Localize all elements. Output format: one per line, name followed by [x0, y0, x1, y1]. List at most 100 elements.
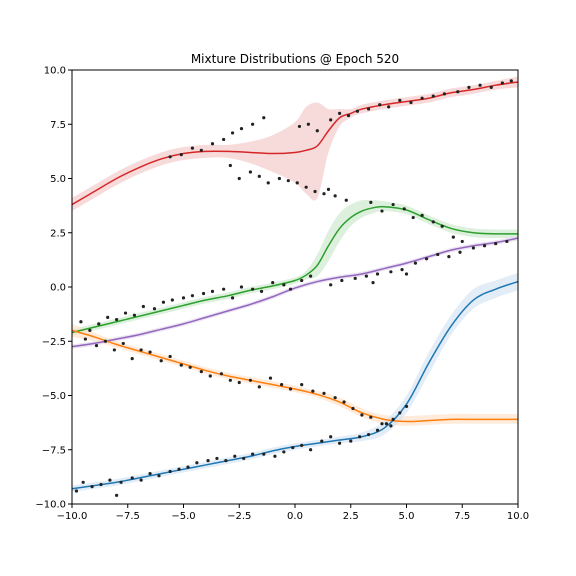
- scatter-point: [210, 289, 215, 293]
- scatter-point: [268, 376, 273, 380]
- scatter-point: [306, 122, 310, 126]
- scatter-point: [458, 250, 462, 254]
- scatter-point: [431, 94, 435, 98]
- scatter-point: [237, 380, 241, 385]
- scatter-point: [358, 435, 362, 439]
- scatter-point: [297, 124, 302, 129]
- scatter-point: [424, 257, 429, 261]
- series-0-band: [72, 76, 518, 212]
- scatter-point: [199, 148, 203, 152]
- scatter-point: [420, 213, 424, 217]
- series-0-line: [72, 81, 518, 206]
- x-tick-label: −10.0: [57, 511, 88, 522]
- scatter-point: [148, 350, 152, 354]
- scatter-point: [286, 179, 290, 183]
- scatter-point: [369, 415, 373, 419]
- scatter-point: [273, 454, 277, 458]
- x-tick-label: 7.5: [454, 511, 470, 522]
- y-tick-label: 5.0: [50, 174, 66, 185]
- scatter-point: [375, 272, 380, 276]
- scatter-point: [442, 92, 447, 96]
- scatter-points: [74, 79, 513, 497]
- scatter-point: [81, 480, 85, 484]
- scatter-point: [170, 298, 174, 302]
- scatter-point: [456, 90, 460, 94]
- scatter-point: [413, 261, 418, 265]
- scatter-point: [329, 283, 333, 287]
- x-tick-label: −7.5: [116, 511, 140, 522]
- y-tick-label: −2.5: [42, 337, 66, 348]
- scatter-point: [115, 317, 119, 322]
- scatter-point: [237, 176, 241, 181]
- y-tick-label: −5.0: [42, 391, 66, 402]
- scatter-point: [222, 137, 226, 142]
- scatter-point: [181, 296, 186, 300]
- scatter-point: [315, 129, 319, 133]
- scatter-point: [251, 122, 255, 126]
- scatter-point: [411, 215, 415, 220]
- scatter-point: [130, 357, 134, 361]
- mean-lines: [72, 81, 518, 490]
- y-tick-label: 10.0: [44, 66, 66, 77]
- scatter-point: [304, 185, 308, 189]
- scatter-point: [447, 255, 451, 259]
- scatter-point: [239, 285, 244, 289]
- scatter-point: [371, 281, 375, 285]
- scatter-point: [436, 252, 440, 257]
- series-2-line: [72, 237, 518, 348]
- scatter-point: [132, 313, 137, 317]
- scatter-point: [313, 189, 317, 194]
- scatter-point: [257, 385, 261, 389]
- scatter-point: [186, 465, 190, 469]
- scatter-point: [404, 272, 409, 276]
- scatter-point: [277, 176, 281, 181]
- scatter-point: [309, 448, 313, 452]
- scatter-point: [389, 270, 393, 274]
- scatter-point: [451, 235, 455, 239]
- scatter-point: [266, 181, 270, 185]
- scatter-point: [206, 459, 210, 463]
- scatter-point: [242, 456, 246, 461]
- scatter-point: [380, 422, 384, 426]
- scatter-point: [99, 482, 103, 487]
- scatter-point: [300, 383, 304, 387]
- scatter-point: [349, 439, 353, 443]
- scatter-point: [219, 372, 224, 376]
- scatter-point: [280, 383, 284, 387]
- scatter-point: [168, 155, 172, 159]
- y-tick-label: −7.5: [42, 445, 66, 456]
- scatter-point: [215, 456, 219, 461]
- scatter-point: [130, 476, 134, 480]
- scatter-point: [378, 103, 382, 107]
- scatter-point: [179, 153, 183, 157]
- scatter-point: [333, 194, 337, 198]
- scatter-point: [179, 363, 183, 367]
- scatter-point: [338, 111, 342, 115]
- scatter-point: [440, 224, 444, 228]
- scatter-point: [271, 281, 275, 285]
- scatter-point: [431, 220, 435, 224]
- scatter-point: [159, 359, 163, 363]
- scatter-point: [251, 452, 255, 456]
- y-tick-label: 7.5: [50, 120, 66, 131]
- scatter-point: [329, 118, 333, 122]
- scatter-point: [112, 348, 116, 352]
- scatter-point: [121, 341, 125, 346]
- series-3-line: [72, 329, 518, 423]
- scatter-point: [364, 274, 368, 278]
- scatter-point: [190, 146, 195, 150]
- series-4-line: [72, 280, 518, 490]
- scatter-point: [360, 413, 364, 417]
- scatter-point: [300, 278, 304, 283]
- scatter-point: [482, 244, 487, 248]
- scatter-point: [90, 485, 94, 489]
- scatter-point: [402, 207, 406, 211]
- scatter-point: [230, 131, 235, 135]
- y-tick-label: 2.5: [50, 228, 66, 239]
- scatter-point: [380, 209, 384, 213]
- scatter-point: [366, 432, 371, 437]
- y-axis: −10.0 −7.5 −5.0 −2.5 0.0 2.5 5.0 7.5 10.0: [35, 66, 72, 511]
- scatter-point: [115, 493, 119, 497]
- scatter-point: [190, 294, 195, 298]
- scatter-point: [509, 79, 513, 83]
